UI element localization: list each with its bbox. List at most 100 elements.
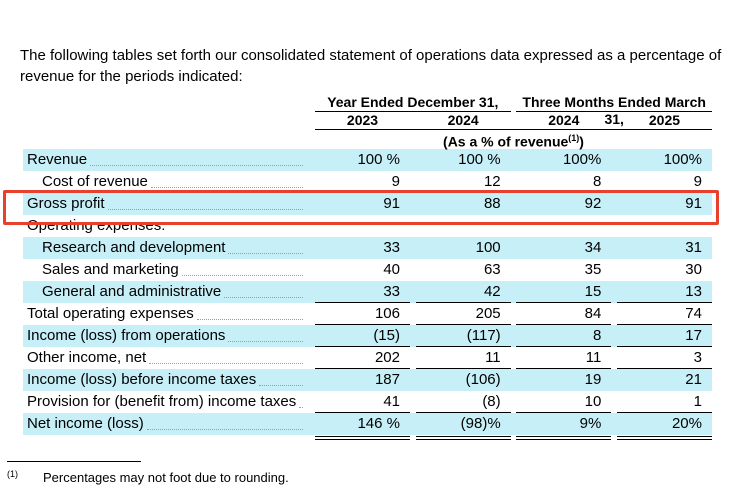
row-value: 12 <box>415 171 511 193</box>
header-spacer <box>23 94 315 112</box>
column-year-2025: 2025 <box>648 112 681 128</box>
row-label-cell: Revenue <box>23 149 315 171</box>
table-row: Revenue 100 % 100 % 100% 100% <box>23 149 712 171</box>
row-value: 205 <box>415 303 511 325</box>
row-value: (15) <box>315 325 410 347</box>
table-row: Other income, net 202 11 11 3 <box>23 347 712 369</box>
row-label: Cost of revenue <box>42 173 148 190</box>
row-label: Net income (loss) <box>27 415 144 432</box>
row-value: 3 <box>616 347 712 369</box>
row-value: 91 <box>383 195 400 212</box>
row-value: 42 <box>415 281 511 303</box>
row-value: 74 <box>616 303 712 325</box>
row-value: 15 <box>516 281 612 303</box>
row-label-cell: Income (loss) from operations <box>23 325 315 347</box>
intro-paragraph: The following tables set forth our conso… <box>20 47 722 85</box>
row-label: General and administrative <box>42 283 222 300</box>
row-value <box>315 215 410 237</box>
table-subheader: (As a % of revenue(1)) <box>23 130 712 150</box>
row-label-cell: Operating expenses: <box>23 215 315 237</box>
row-value: 35 <box>584 261 602 278</box>
row-label-cell: Net income (loss) <box>23 413 315 435</box>
row-label: Research and development <box>42 239 226 256</box>
row-label: Income (loss) from operations <box>27 327 226 344</box>
year-columns: 2023 2024 2024 2025 <box>315 112 712 130</box>
row-value: 187 <box>374 371 400 388</box>
dotted-leader <box>299 407 303 408</box>
table-row: Operating expenses: <box>23 215 712 237</box>
table-row: Income (loss) before income taxes 187 (106… <box>23 369 712 391</box>
dotted-leader <box>150 187 303 188</box>
row-label: Revenue <box>27 151 88 168</box>
row-value: 41 <box>315 391 410 413</box>
row-label-cell: General and administrative <box>23 281 315 303</box>
dotted-leader <box>181 275 303 276</box>
table-header-groups: Year Ended December 31, Three Months End… <box>23 94 712 127</box>
table-row: Provision for (benefit from) income taxe… <box>23 391 712 413</box>
table-row: Income (loss) from operations (15) (117) 8 1… <box>23 325 712 347</box>
row-value: 146 % <box>315 413 410 440</box>
table-row: Sales and marketing 40 63 35 30 <box>23 259 712 281</box>
dotted-leader <box>224 297 303 298</box>
row-value <box>617 215 712 237</box>
row-value: 9 <box>616 171 712 193</box>
row-value: 63 <box>483 261 501 278</box>
row-value <box>516 215 611 237</box>
column-group-year-ended: Year Ended December 31, <box>315 94 511 112</box>
table-row: Research and development 33 100 34 31 <box>23 237 712 259</box>
row-value: 11 <box>516 347 612 369</box>
footnote-marker: (1) <box>7 469 18 479</box>
row-value: 100 % <box>458 151 501 168</box>
row-value: 8 <box>516 325 612 347</box>
dotted-leader <box>228 341 303 342</box>
row-value: 17 <box>616 325 712 347</box>
row-value: 100 % <box>357 151 400 168</box>
header-spacer <box>23 130 315 149</box>
row-value: 100% <box>562 151 602 168</box>
row-value: 91 <box>685 195 702 212</box>
dotted-leader <box>90 165 303 166</box>
row-value: 33 <box>315 281 410 303</box>
dotted-leader <box>196 319 303 320</box>
column-year-2024b: 2024 <box>548 112 580 128</box>
table-row: Gross profit 91 88 92 91 <box>23 193 712 215</box>
row-value: 84 <box>516 303 612 325</box>
column-group-three-months: Three Months Ended March 31, <box>516 94 712 127</box>
table-row: Total operating expenses 106 205 84 74 <box>23 303 712 325</box>
dotted-leader <box>259 385 303 386</box>
row-label-cell: Cost of revenue <box>23 171 315 193</box>
table-row: Net income (loss) 146 % (98)% 9% 20% <box>23 413 712 440</box>
table-header-years: 2023 2024 2024 2025 <box>23 112 712 130</box>
footnote-text: Percentages may not foot due to rounding… <box>43 470 289 486</box>
row-value: 13 <box>616 281 712 303</box>
row-label-cell: Research and development <box>23 237 315 259</box>
row-value: 31 <box>685 239 702 256</box>
row-value: 100% <box>663 151 702 168</box>
row-label-cell: Total operating expenses <box>23 303 315 325</box>
row-value: 33 <box>383 239 400 256</box>
row-label-cell: Provision for (benefit from) income taxe… <box>23 391 315 413</box>
table-row: General and administrative 33 42 15 13 <box>23 281 712 303</box>
column-year-2024a: 2024 <box>447 112 479 128</box>
row-value: 21 <box>685 371 702 388</box>
row-value: 100 <box>475 239 501 256</box>
row-value: 92 <box>584 195 602 212</box>
row-value: 1 <box>616 391 712 413</box>
dotted-leader <box>228 253 303 254</box>
footnote-separator <box>7 461 141 462</box>
row-value: 10 <box>516 391 612 413</box>
row-value: 40 <box>383 261 400 278</box>
column-year-2023: 2023 <box>346 112 379 128</box>
row-value: 106 <box>315 303 410 325</box>
row-value: 20% <box>616 413 712 440</box>
row-label: Gross profit <box>27 195 105 212</box>
row-label: Operating expenses: <box>27 217 166 234</box>
row-label-cell: Gross profit <box>23 193 315 215</box>
row-value: (117) <box>415 325 511 347</box>
dotted-leader <box>149 363 303 364</box>
row-value: (98)% <box>415 413 511 440</box>
row-value: (106) <box>465 371 501 388</box>
row-value: 11 <box>415 347 511 369</box>
row-value: 88 <box>483 195 501 212</box>
